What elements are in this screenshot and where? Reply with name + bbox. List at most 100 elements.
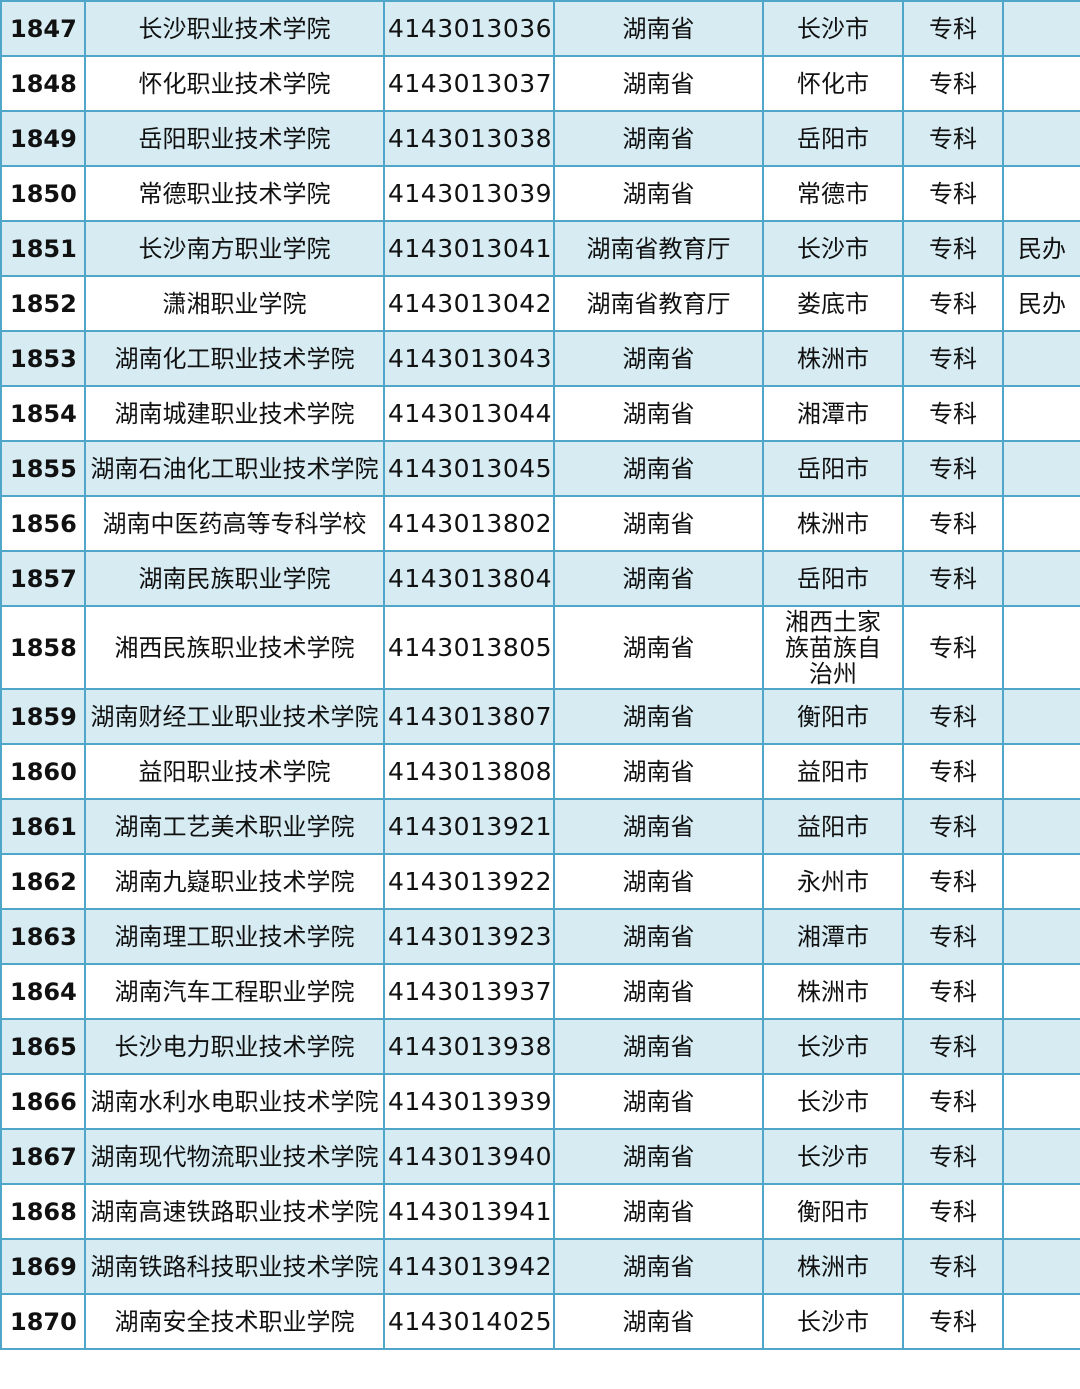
city-cell: 长沙市: [762, 0, 904, 57]
table-body: 1847 长沙职业技术学院 4143013036 湖南省 长沙市 专科 1848 怀化职业技术…: [0, 0, 1080, 1350]
school-name-cell: 湖南九嶷职业技术学院: [84, 853, 385, 910]
table-row: 1861 湖南工艺美术职业学院 4143013921 湖南省 益阳市 专科: [0, 798, 1080, 855]
school-name-cell: 常德职业技术学院: [84, 165, 385, 222]
school-name-cell: 湖南化工职业技术学院: [84, 330, 385, 387]
city-cell: 衡阳市: [762, 1183, 904, 1240]
row-number-cell: 1863: [0, 908, 86, 965]
remark-cell: [1002, 55, 1080, 112]
remark-cell: [1002, 440, 1080, 497]
row-number-cell: 1854: [0, 385, 86, 442]
row-number-cell: 1853: [0, 330, 86, 387]
department-cell: 湖南省: [553, 165, 764, 222]
city-cell: 株洲市: [762, 1238, 904, 1295]
remark-cell: [1002, 1238, 1080, 1295]
school-name-cell: 湖南安全技术职业学院: [84, 1293, 385, 1350]
remark-cell: [1002, 165, 1080, 222]
remark-cell: [1002, 1073, 1080, 1130]
city-cell: 长沙市: [762, 1073, 904, 1130]
row-number-cell: 1858: [0, 605, 86, 690]
school-name-cell: 湖南工艺美术职业学院: [84, 798, 385, 855]
remark-cell: [1002, 330, 1080, 387]
department-cell: 湖南省: [553, 688, 764, 745]
table-row: 1850 常德职业技术学院 4143013039 湖南省 常德市 专科: [0, 165, 1080, 222]
level-cell: 专科: [902, 963, 1004, 1020]
school-code-cell: 4143013941: [383, 1183, 555, 1240]
city-cell: 常德市: [762, 165, 904, 222]
row-number-cell: 1857: [0, 550, 86, 607]
school-name-cell: 湖南理工职业技术学院: [84, 908, 385, 965]
school-code-cell: 4143013939: [383, 1073, 555, 1130]
city-cell: 株洲市: [762, 330, 904, 387]
school-name-cell: 湖南现代物流职业技术学院: [84, 1128, 385, 1185]
department-cell: 湖南省: [553, 1293, 764, 1350]
department-cell: 湖南省: [553, 1183, 764, 1240]
level-cell: 专科: [902, 1238, 1004, 1295]
table-row: 1864 湖南汽车工程职业学院 4143013937 湖南省 株洲市 专科: [0, 963, 1080, 1020]
remark-cell: [1002, 0, 1080, 57]
row-number-cell: 1848: [0, 55, 86, 112]
school-name-cell: 湖南石油化工职业技术学院: [84, 440, 385, 497]
level-cell: 专科: [902, 853, 1004, 910]
table-row: 1860 益阳职业技术学院 4143013808 湖南省 益阳市 专科: [0, 743, 1080, 800]
school-name-cell: 潇湘职业学院: [84, 275, 385, 332]
row-number-cell: 1867: [0, 1128, 86, 1185]
school-name-cell: 湖南财经工业职业技术学院: [84, 688, 385, 745]
school-code-cell: 4143013922: [383, 853, 555, 910]
department-cell: 湖南省: [553, 55, 764, 112]
city-cell: 长沙市: [762, 1293, 904, 1350]
level-cell: 专科: [902, 495, 1004, 552]
remark-cell: [1002, 110, 1080, 167]
department-cell: 湖南省: [553, 853, 764, 910]
table-row: 1847 长沙职业技术学院 4143013036 湖南省 长沙市 专科: [0, 0, 1080, 57]
school-code-cell: 4143013043: [383, 330, 555, 387]
school-name-cell: 长沙南方职业学院: [84, 220, 385, 277]
remark-cell: 民办: [1002, 220, 1080, 277]
level-cell: 专科: [902, 688, 1004, 745]
city-cell: 湘潭市: [762, 385, 904, 442]
table-row: 1859 湖南财经工业职业技术学院 4143013807 湖南省 衡阳市 专科: [0, 688, 1080, 745]
remark-cell: [1002, 688, 1080, 745]
school-name-cell: 湖南汽车工程职业学院: [84, 963, 385, 1020]
department-cell: 湖南省: [553, 798, 764, 855]
city-cell: 永州市: [762, 853, 904, 910]
table-row: 1854 湖南城建职业技术学院 4143013044 湖南省 湘潭市 专科: [0, 385, 1080, 442]
row-number-cell: 1856: [0, 495, 86, 552]
city-cell: 湘西土家族苗族自治州: [762, 605, 904, 690]
city-cell: 怀化市: [762, 55, 904, 112]
row-number-cell: 1849: [0, 110, 86, 167]
city-cell: 岳阳市: [762, 550, 904, 607]
city-cell: 益阳市: [762, 743, 904, 800]
school-code-cell: 4143013942: [383, 1238, 555, 1295]
city-cell: 株洲市: [762, 495, 904, 552]
level-cell: 专科: [902, 0, 1004, 57]
department-cell: 湖南省: [553, 963, 764, 1020]
row-number-cell: 1866: [0, 1073, 86, 1130]
school-code-cell: 4143013041: [383, 220, 555, 277]
department-cell: 湖南省: [553, 1018, 764, 1075]
row-number-cell: 1869: [0, 1238, 86, 1295]
table-row: 1863 湖南理工职业技术学院 4143013923 湖南省 湘潭市 专科: [0, 908, 1080, 965]
school-code-cell: 4143013938: [383, 1018, 555, 1075]
level-cell: 专科: [902, 550, 1004, 607]
level-cell: 专科: [902, 1073, 1004, 1130]
row-number-cell: 1852: [0, 275, 86, 332]
school-name-cell: 长沙职业技术学院: [84, 0, 385, 57]
school-code-cell: 4143013045: [383, 440, 555, 497]
row-number-cell: 1859: [0, 688, 86, 745]
school-code-cell: 4143013923: [383, 908, 555, 965]
institution-table: 1847 长沙职业技术学院 4143013036 湖南省 长沙市 专科 1848 怀化职业技术…: [0, 0, 1080, 1350]
row-number-cell: 1870: [0, 1293, 86, 1350]
school-name-cell: 岳阳职业技术学院: [84, 110, 385, 167]
remark-cell: [1002, 798, 1080, 855]
department-cell: 湖南省教育厅: [553, 275, 764, 332]
department-cell: 湖南省: [553, 605, 764, 690]
remark-cell: [1002, 853, 1080, 910]
row-number-cell: 1860: [0, 743, 86, 800]
table-row: 1852 潇湘职业学院 4143013042 湖南省教育厅 娄底市 专科 民办: [0, 275, 1080, 332]
school-code-cell: 4143013940: [383, 1128, 555, 1185]
school-code-cell: 4143014025: [383, 1293, 555, 1350]
school-code-cell: 4143013038: [383, 110, 555, 167]
school-code-cell: 4143013044: [383, 385, 555, 442]
school-name-cell: 湘西民族职业技术学院: [84, 605, 385, 690]
school-code-cell: 4143013937: [383, 963, 555, 1020]
